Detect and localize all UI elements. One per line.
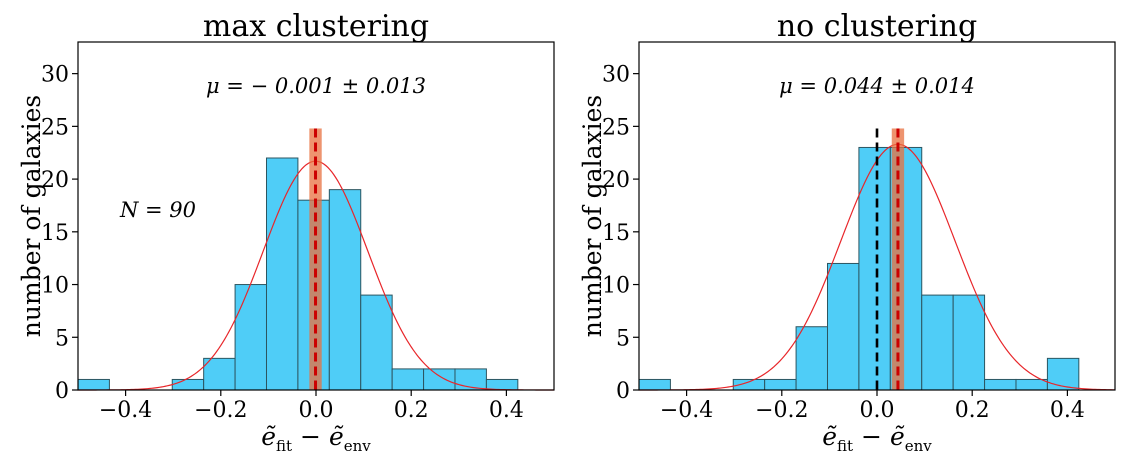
y-tick-label: 25: [602, 115, 630, 140]
histogram-bar: [203, 357, 236, 391]
histogram-bar: [328, 189, 362, 391]
x-tick-label: −0.4: [99, 398, 152, 423]
x-axis: −0.4 −0.2 0.0 0.2 0.4: [660, 390, 1085, 423]
x-axis: −0.4 −0.2 0.0 0.2 0.4: [99, 390, 524, 423]
y-tick-label: 20: [41, 168, 69, 193]
y-tick-label: 20: [602, 168, 630, 193]
histogram-bar: [265, 157, 299, 391]
histogram-bar: [984, 378, 1017, 391]
y-axis: 0 5 10 15 20 25 30: [41, 63, 78, 404]
x-tick-label: 0.4: [489, 398, 524, 423]
histogram-bar: [795, 326, 828, 391]
x-tick-label: 0.0: [860, 398, 895, 423]
mean-annotation: μ = 0.044 ± 0.014: [779, 74, 975, 98]
y-tick-label: 10: [602, 274, 630, 299]
y-tick-label: 30: [602, 63, 630, 88]
panel-no-clustering: no clustering −0.4 −0.2 0.0 0.2 0.4 0 5 10 15 20…: [578, 9, 1116, 455]
x-tick-label: 0.4: [1050, 398, 1085, 423]
y-tick-label: 5: [616, 326, 630, 351]
histogram-bar: [921, 294, 954, 391]
chart-title: max clustering: [203, 9, 429, 44]
y-tick-label: 0: [616, 379, 630, 404]
y-tick-label: 15: [602, 221, 630, 246]
histogram-bar: [1046, 357, 1080, 391]
y-tick-label: 25: [41, 115, 69, 140]
y-axis-label: number of galaxies: [578, 95, 607, 337]
y-axis: 0 5 10 15 20 25 30: [602, 63, 639, 404]
y-tick-label: 5: [55, 326, 69, 351]
panel-max-clustering: max clustering −0.4 −0.2 0.0 0.2 0.4 0 5 10 15 2…: [17, 9, 555, 455]
y-axis-label: number of galaxies: [17, 95, 46, 337]
x-axis-label: ẽfit − ẽenv: [822, 422, 932, 455]
x-tick-label: 0.2: [955, 398, 990, 423]
x-tick-label: 0.0: [299, 398, 334, 423]
histogram-bar: [1015, 378, 1048, 391]
sample-size-annotation: N = 90: [119, 198, 196, 222]
plot-area: [638, 128, 1116, 391]
y-tick-label: 0: [55, 379, 69, 404]
histogram-bar: [485, 378, 519, 391]
histogram-bar: [234, 284, 267, 391]
y-tick-label: 30: [41, 63, 69, 88]
histogram-bar: [826, 262, 860, 391]
histogram-bar: [77, 378, 110, 391]
plot-area: [77, 128, 554, 391]
histogram-bar: [952, 294, 986, 391]
mean-annotation: μ = − 0.001 ± 0.013: [206, 74, 426, 98]
histogram-bar: [171, 378, 205, 391]
x-tick-label: −0.4: [660, 398, 713, 423]
histogram-bar: [764, 378, 797, 391]
histogram-bar: [391, 368, 425, 391]
x-tick-label: 0.2: [394, 398, 429, 423]
histogram-bar: [638, 378, 671, 391]
x-tick-label: −0.2: [755, 398, 808, 423]
y-tick-label: 15: [41, 221, 69, 246]
x-tick-label: −0.2: [194, 398, 247, 423]
x-axis-label: ẽfit − ẽenv: [261, 422, 371, 455]
histogram-bar: [360, 294, 393, 391]
chart-title: no clustering: [777, 9, 977, 44]
y-tick-label: 10: [41, 274, 69, 299]
histogram-bar: [423, 368, 456, 391]
